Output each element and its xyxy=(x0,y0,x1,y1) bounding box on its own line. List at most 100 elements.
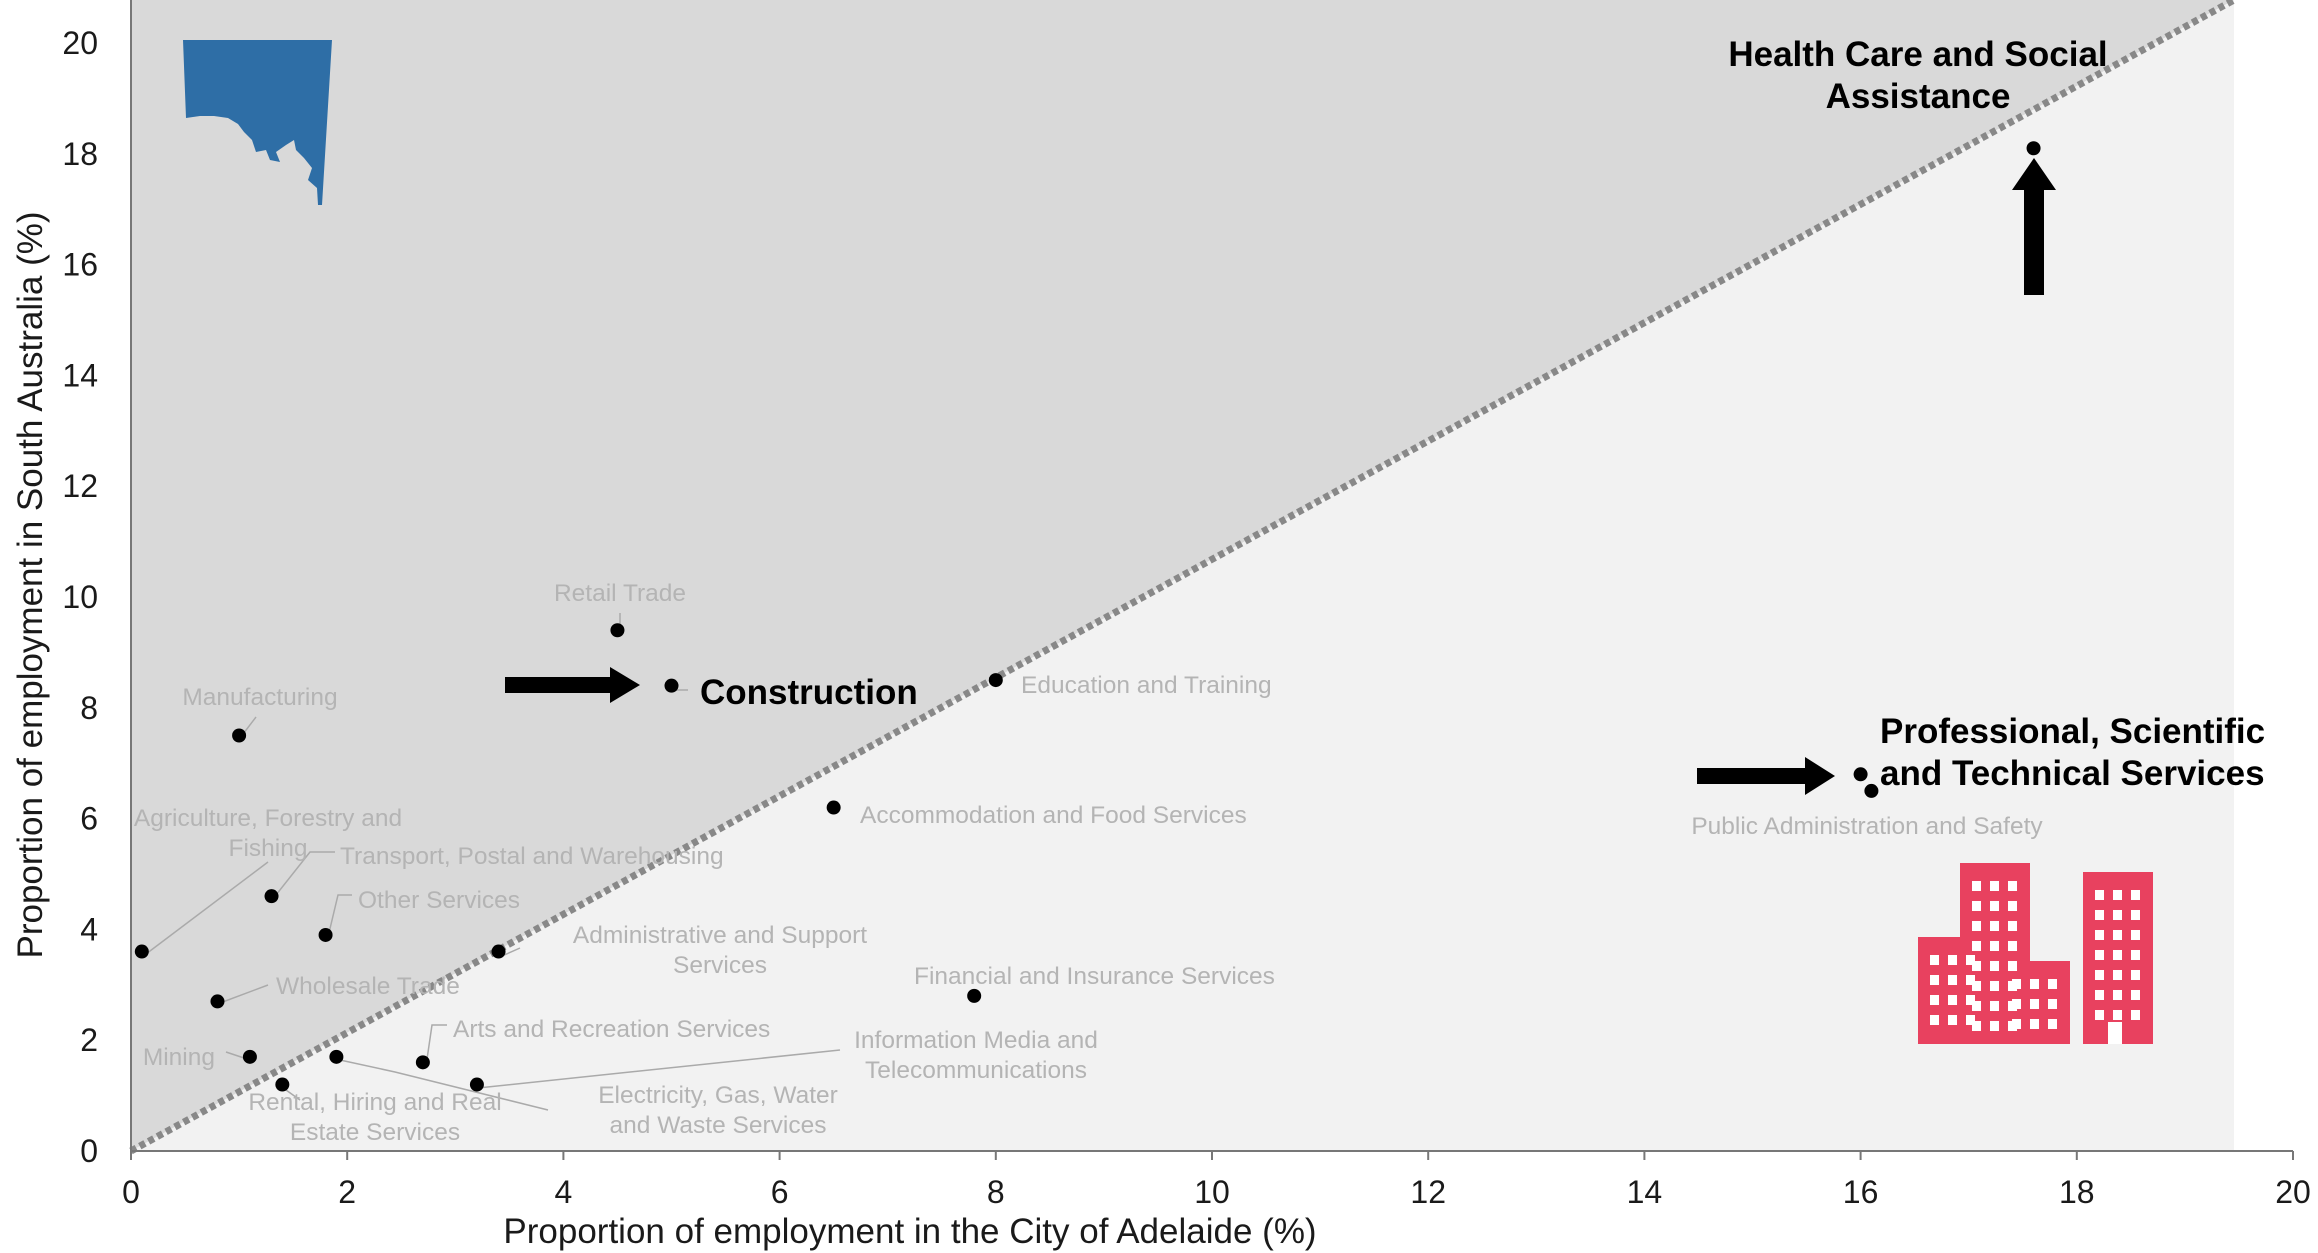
building-window xyxy=(2008,901,2017,911)
y-axis-ticks: 0 2 4 6 8 10 12 14 16 18 20 xyxy=(62,25,98,1169)
leader-line xyxy=(327,894,352,938)
building-window xyxy=(1972,961,1981,971)
data-point xyxy=(264,889,279,904)
building-window xyxy=(2095,890,2104,900)
data-point xyxy=(1853,767,1868,782)
leader-line xyxy=(339,1059,549,1111)
building-window xyxy=(1972,1001,1981,1011)
building-window xyxy=(2113,1010,2122,1020)
building-window xyxy=(2131,930,2140,940)
highlight-arrows xyxy=(505,158,2056,795)
y-tick-label: 14 xyxy=(62,357,98,393)
building-window xyxy=(1972,941,1981,951)
data-point xyxy=(988,673,1003,688)
building-window xyxy=(1972,1021,1981,1031)
building-window xyxy=(2113,990,2122,1000)
y-tick-label: 8 xyxy=(80,690,98,726)
leader-lines xyxy=(141,613,841,1111)
building-window xyxy=(1966,975,1975,985)
point-label: Information Media and Telecommunications xyxy=(854,1027,1098,1084)
x-tick-label: 12 xyxy=(1410,1174,1446,1210)
y-tick-label: 4 xyxy=(80,911,98,947)
building-window xyxy=(2008,921,2017,931)
point-label: Arts and Recreation Services xyxy=(453,1016,770,1043)
leader-line xyxy=(141,861,269,958)
x-tick-label: 6 xyxy=(771,1174,789,1210)
building-window xyxy=(2012,1019,2021,1029)
building-window xyxy=(1972,901,1981,911)
building-window xyxy=(2048,979,2057,989)
point-label: Education and Training xyxy=(1021,672,1272,699)
x-tick-label: 4 xyxy=(555,1174,573,1210)
building-window xyxy=(2131,950,2140,960)
y-tick-label: 12 xyxy=(62,468,98,504)
y-axis-title: Proportion of employment in South Austra… xyxy=(11,211,50,958)
building-window xyxy=(2012,999,2021,1009)
building-window xyxy=(2131,970,2140,980)
building-window xyxy=(1930,955,1939,965)
x-tick-label: 10 xyxy=(1194,1174,1230,1210)
building-window xyxy=(1948,975,1957,985)
building-window xyxy=(2113,950,2122,960)
building-window xyxy=(2131,1010,2140,1020)
point-label: Manufacturing xyxy=(182,684,337,711)
building-window xyxy=(1990,941,1999,951)
building-window xyxy=(1948,955,1957,965)
arrow-construction xyxy=(505,667,640,703)
point-label: Mining xyxy=(143,1044,215,1071)
y-tick-label: 10 xyxy=(62,579,98,615)
data-point xyxy=(469,1077,484,1092)
point-label: Wholesale Trade xyxy=(276,973,460,1000)
point-label: Retail Trade xyxy=(554,580,686,607)
building-window xyxy=(2048,999,2057,1009)
x-tick-label: 2 xyxy=(338,1174,356,1210)
data-point xyxy=(610,623,625,638)
leader-line xyxy=(477,1049,841,1089)
data-point xyxy=(415,1055,430,1070)
data-point xyxy=(275,1077,290,1092)
point-label: Transport, Postal and Warehousing xyxy=(340,843,724,870)
building-window xyxy=(1966,995,1975,1005)
y-tick-label: 20 xyxy=(62,25,98,61)
y-tick-label: 18 xyxy=(62,136,98,172)
building-window xyxy=(2113,970,2122,980)
building-window xyxy=(2113,930,2122,940)
x-tick-label: 20 xyxy=(2275,1174,2311,1210)
building-window xyxy=(1990,1021,1999,1031)
building-window xyxy=(2030,979,2039,989)
building-window xyxy=(2008,941,2017,951)
building-window xyxy=(2008,881,2017,891)
data-point xyxy=(1864,783,1879,798)
building-window xyxy=(2012,979,2021,989)
x-tick-label: 16 xyxy=(1843,1174,1879,1210)
leader-line xyxy=(501,947,521,957)
x-tick-label: 0 xyxy=(122,1174,140,1210)
icons xyxy=(183,40,2153,1044)
building-window xyxy=(1990,1001,1999,1011)
building-window xyxy=(2095,930,2104,940)
building-window xyxy=(1990,881,1999,891)
data-point xyxy=(826,800,841,815)
y-tick-label: 2 xyxy=(80,1022,98,1058)
building-window xyxy=(2113,890,2122,900)
data-point xyxy=(491,944,506,959)
y-tick-label: 6 xyxy=(80,801,98,837)
point-label: Professional, Scientific and Technical Se… xyxy=(1880,712,2265,793)
leader-line xyxy=(285,1089,301,1101)
data-point xyxy=(967,988,982,1003)
building-window xyxy=(1972,981,1981,991)
building-window xyxy=(1972,921,1981,931)
data-point xyxy=(318,927,333,942)
building-door xyxy=(2108,1022,2122,1044)
building-window xyxy=(1948,1015,1957,1025)
data-point xyxy=(329,1049,344,1064)
south-australia-map-icon xyxy=(183,40,332,205)
data-point xyxy=(2026,141,2041,156)
data-point xyxy=(134,944,149,959)
building-window xyxy=(2048,1019,2057,1029)
building-window xyxy=(1990,921,1999,931)
building-window xyxy=(2131,990,2140,1000)
axes: 0 2 4 6 8 10 12 14 16 18 20 0 2 4 6 8 10 12 14 16 18 20 Prop… xyxy=(11,0,2311,1251)
leader-line xyxy=(219,984,269,1004)
leader-line xyxy=(271,851,335,901)
